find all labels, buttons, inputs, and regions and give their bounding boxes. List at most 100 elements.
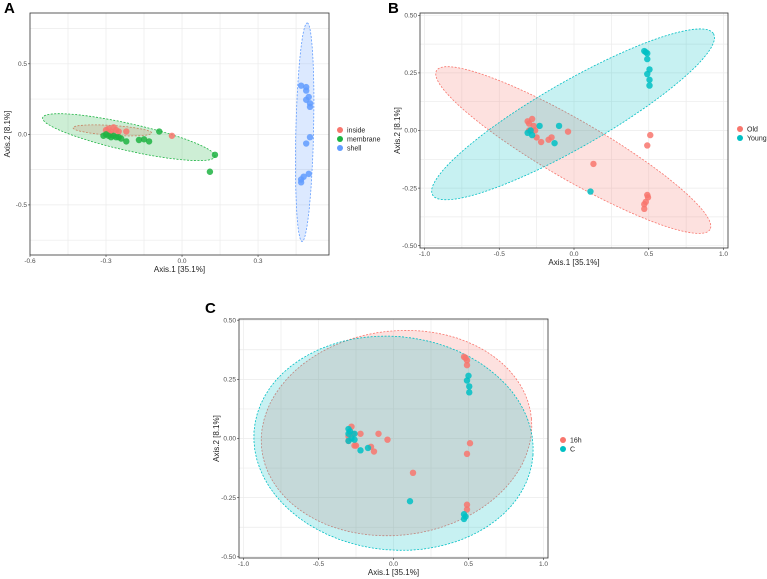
confidence-ellipse-membrane bbox=[42, 113, 216, 161]
data-point-old bbox=[641, 205, 648, 213]
y-tick-label: -0.5 bbox=[16, 202, 28, 209]
data-point-shell bbox=[306, 133, 314, 141]
y-tick-label: -0.50 bbox=[221, 554, 236, 561]
data-point-c bbox=[345, 430, 352, 437]
x-tick-label: 0.3 bbox=[254, 258, 263, 265]
y-tick-label: 0.25 bbox=[404, 70, 417, 77]
legend: Old Young bbox=[737, 126, 767, 142]
confidence-ellipse-shell bbox=[295, 22, 315, 243]
data-point-shell bbox=[306, 103, 314, 111]
data-point-c bbox=[463, 377, 471, 384]
legend-swatch-membrane bbox=[337, 136, 343, 142]
x-tick-label: 0.0 bbox=[389, 561, 398, 568]
x-tick-label: 0.5 bbox=[464, 561, 473, 568]
data-point-old bbox=[590, 160, 597, 168]
data-point-c bbox=[345, 437, 352, 445]
chart-panel-b: -1.0 -0.5 0.0 0.5 1.0 -0.50 -0.25 0.00 0.25 0.50 A… bbox=[393, 13, 767, 267]
data-point-membrane bbox=[211, 151, 219, 159]
data-point-16h bbox=[463, 501, 471, 508]
legend-swatch-shell bbox=[337, 145, 343, 151]
x-axis-label: Axis.1 [35.1%] bbox=[154, 265, 205, 274]
data-point-membrane bbox=[123, 138, 130, 145]
panel-label-a: A bbox=[4, 0, 15, 17]
x-tick-label: -1.0 bbox=[419, 251, 431, 258]
data-point-c bbox=[357, 447, 364, 454]
data-point-membrane bbox=[156, 128, 163, 135]
data-point-old bbox=[641, 201, 648, 208]
y-tick-label: 0.00 bbox=[223, 436, 236, 443]
data-point-old bbox=[647, 131, 654, 139]
data-point-young bbox=[646, 76, 653, 84]
x-tick-label: 1.0 bbox=[539, 561, 548, 568]
legend-label: shell bbox=[347, 145, 362, 152]
data-point-16h bbox=[463, 450, 471, 458]
y-axis-label: Axis.2 [8.1%] bbox=[212, 415, 221, 462]
legend-swatch-16h bbox=[560, 437, 566, 443]
legend-swatch-inside bbox=[337, 127, 343, 133]
data-point-membrane bbox=[206, 168, 214, 175]
data-point-16h bbox=[352, 442, 360, 449]
y-tick-label: 0.50 bbox=[404, 13, 417, 20]
chart-panel-c: -1.0 -0.5 0.0 0.5 1.0 -0.50 -0.25 0.00 0.25 0.50 A… bbox=[212, 317, 582, 577]
data-point-young bbox=[551, 139, 558, 147]
data-point-shell bbox=[305, 170, 312, 178]
legend: 16h C bbox=[560, 437, 582, 453]
chart-panel-a: -0.6 -0.3 0.0 0.3 -0.5 0.0 0.5 Axis.1 [35.1%] Ax… bbox=[3, 12, 381, 274]
data-point-c bbox=[466, 383, 473, 390]
data-point-young bbox=[536, 122, 543, 130]
data-point-c bbox=[406, 498, 414, 505]
legend-label: Young bbox=[747, 135, 767, 142]
y-tick-label: 0.0 bbox=[18, 132, 27, 139]
x-axis-label: Axis.1 [35.1%] bbox=[548, 258, 599, 267]
legend-swatch-c bbox=[560, 446, 566, 452]
data-point-young bbox=[528, 131, 536, 139]
data-point-membrane bbox=[145, 138, 153, 145]
y-axis-label: Axis.2 [8.1%] bbox=[393, 107, 402, 154]
legend-label: membrane bbox=[347, 136, 381, 143]
data-point-old bbox=[528, 115, 536, 123]
y-tick-label: 0.50 bbox=[223, 317, 236, 324]
data-point-young bbox=[555, 122, 563, 130]
data-point-16h bbox=[357, 430, 364, 437]
data-point-16h bbox=[463, 361, 471, 369]
data-point-c bbox=[466, 389, 473, 396]
data-point-old bbox=[564, 128, 572, 135]
plot-frame bbox=[29, 12, 330, 256]
y-tick-label: -0.50 bbox=[402, 243, 417, 250]
x-tick-label: -0.6 bbox=[24, 258, 36, 265]
data-point-c bbox=[351, 430, 358, 437]
data-point-inside bbox=[115, 128, 122, 135]
data-point-old bbox=[644, 142, 651, 149]
x-tick-label: 0.0 bbox=[569, 251, 578, 258]
panel-label-b: B bbox=[388, 0, 399, 17]
x-tick-label: 0.5 bbox=[644, 251, 653, 258]
data-point-inside bbox=[168, 132, 176, 139]
data-point-c bbox=[364, 444, 372, 452]
data-point-c bbox=[462, 513, 469, 520]
legend-label: 16h bbox=[570, 437, 582, 444]
data-point-shell bbox=[302, 140, 310, 147]
x-tick-label: -0.5 bbox=[313, 561, 325, 568]
x-tick-label: 1.0 bbox=[719, 251, 728, 258]
confidence-ellipse-c bbox=[253, 335, 534, 551]
data-point-old bbox=[531, 127, 539, 134]
legend-label: C bbox=[570, 446, 575, 453]
y-tick-label: -0.25 bbox=[402, 185, 417, 192]
data-point-16h bbox=[370, 448, 378, 455]
confidence-ellipse-old bbox=[435, 66, 712, 234]
plot-background bbox=[30, 13, 329, 255]
x-tick-label: -0.3 bbox=[100, 258, 112, 265]
legend-label: inside bbox=[347, 127, 365, 134]
data-point-16h bbox=[384, 436, 391, 443]
data-point-shell bbox=[297, 179, 305, 186]
y-tick-label: 0.25 bbox=[223, 377, 236, 384]
data-point-shell bbox=[302, 87, 310, 94]
data-point-16h bbox=[466, 440, 474, 447]
data-point-young bbox=[587, 188, 594, 195]
data-point-old bbox=[548, 134, 555, 141]
data-point-16h bbox=[409, 469, 417, 477]
panel-label-c: C bbox=[205, 300, 216, 317]
x-tick-label: -1.0 bbox=[238, 561, 250, 568]
y-tick-label: 0.5 bbox=[18, 61, 27, 68]
